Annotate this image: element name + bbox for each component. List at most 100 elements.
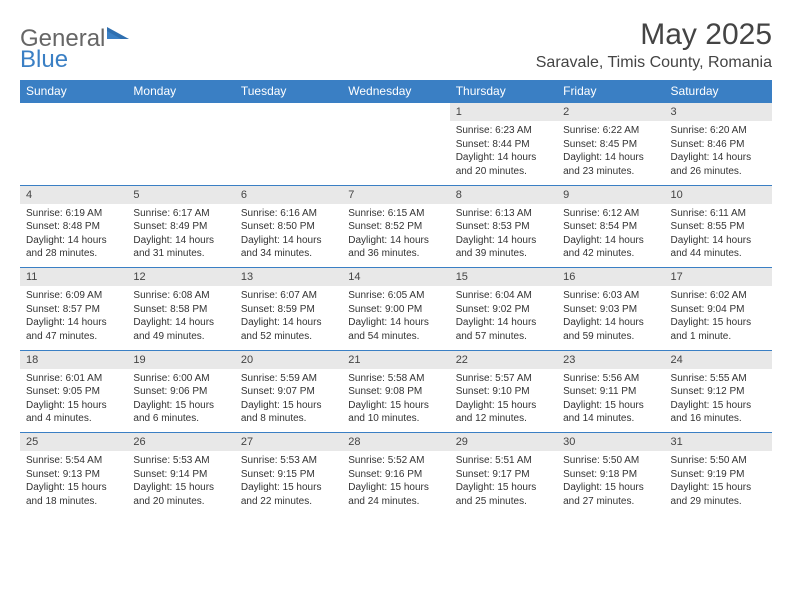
sunset-line: Sunset: 9:05 PM [26, 385, 121, 399]
daylight-line: Daylight: 14 hours and 52 minutes. [241, 316, 336, 343]
day-info-cell: Sunrise: 6:01 AMSunset: 9:05 PMDaylight:… [20, 369, 127, 433]
day-number-cell: 1 [450, 103, 557, 122]
daylight-line: Daylight: 14 hours and 34 minutes. [241, 234, 336, 261]
sunrise-line: Sunrise: 6:13 AM [456, 207, 551, 221]
dayhead-sun: Sunday [20, 80, 127, 103]
daylight-line: Daylight: 14 hours and 42 minutes. [563, 234, 658, 261]
sunset-line: Sunset: 9:16 PM [348, 468, 443, 482]
daylight-line: Daylight: 14 hours and 47 minutes. [26, 316, 121, 343]
day-info-cell: Sunrise: 6:05 AMSunset: 9:00 PMDaylight:… [342, 286, 449, 350]
day-info-cell: Sunrise: 5:59 AMSunset: 9:07 PMDaylight:… [235, 369, 342, 433]
day-info-cell: Sunrise: 5:57 AMSunset: 9:10 PMDaylight:… [450, 369, 557, 433]
dayhead-tue: Tuesday [235, 80, 342, 103]
sunrise-line: Sunrise: 6:01 AM [26, 372, 121, 386]
day-number-cell: 28 [342, 433, 449, 452]
day-number-cell: 14 [342, 268, 449, 287]
logo-text-blue: Blue [20, 46, 68, 74]
day-number-cell: 13 [235, 268, 342, 287]
sunrise-line: Sunrise: 5:52 AM [348, 454, 443, 468]
day-number-cell: 3 [665, 103, 772, 122]
header: General May 2025 Saravale, Timis County,… [20, 18, 772, 72]
sunset-line: Sunset: 8:44 PM [456, 138, 551, 152]
daylight-line: Daylight: 14 hours and 31 minutes. [133, 234, 228, 261]
daylight-line: Daylight: 15 hours and 4 minutes. [26, 399, 121, 426]
date-number-row: 45678910 [20, 185, 772, 204]
day-info-cell: Sunrise: 6:03 AMSunset: 9:03 PMDaylight:… [557, 286, 664, 350]
day-number-cell: 4 [20, 185, 127, 204]
date-number-row: 25262728293031 [20, 433, 772, 452]
daylight-line: Daylight: 15 hours and 27 minutes. [563, 481, 658, 508]
day-number-cell: 26 [127, 433, 234, 452]
day-info-cell: Sunrise: 5:56 AMSunset: 9:11 PMDaylight:… [557, 369, 664, 433]
day-number-cell [127, 103, 234, 122]
sunrise-line: Sunrise: 5:57 AM [456, 372, 551, 386]
sunset-line: Sunset: 9:04 PM [671, 303, 766, 317]
sunset-line: Sunset: 9:03 PM [563, 303, 658, 317]
day-number-cell: 29 [450, 433, 557, 452]
day-number-cell: 20 [235, 350, 342, 369]
sunrise-line: Sunrise: 5:53 AM [133, 454, 228, 468]
date-number-row: 18192021222324 [20, 350, 772, 369]
daylight-line: Daylight: 14 hours and 54 minutes. [348, 316, 443, 343]
dayhead-mon: Monday [127, 80, 234, 103]
daylight-line: Daylight: 14 hours and 20 minutes. [456, 151, 551, 178]
sunset-line: Sunset: 8:48 PM [26, 220, 121, 234]
daylight-line: Daylight: 15 hours and 16 minutes. [671, 399, 766, 426]
day-number-cell: 8 [450, 185, 557, 204]
day-number-cell: 10 [665, 185, 772, 204]
day-info-cell: Sunrise: 5:52 AMSunset: 9:16 PMDaylight:… [342, 451, 449, 515]
sunrise-line: Sunrise: 5:51 AM [456, 454, 551, 468]
daylight-line: Daylight: 14 hours and 28 minutes. [26, 234, 121, 261]
day-number-cell: 21 [342, 350, 449, 369]
sunset-line: Sunset: 8:55 PM [671, 220, 766, 234]
daylight-line: Daylight: 14 hours and 44 minutes. [671, 234, 766, 261]
sunrise-line: Sunrise: 6:12 AM [563, 207, 658, 221]
daylight-line: Daylight: 14 hours and 26 minutes. [671, 151, 766, 178]
day-info-cell: Sunrise: 6:22 AMSunset: 8:45 PMDaylight:… [557, 121, 664, 185]
sunset-line: Sunset: 9:07 PM [241, 385, 336, 399]
day-info-cell [127, 121, 234, 185]
day-info-cell: Sunrise: 6:08 AMSunset: 8:58 PMDaylight:… [127, 286, 234, 350]
sunrise-line: Sunrise: 6:20 AM [671, 124, 766, 138]
sunset-line: Sunset: 9:06 PM [133, 385, 228, 399]
daylight-line: Daylight: 15 hours and 29 minutes. [671, 481, 766, 508]
daylight-line: Daylight: 14 hours and 59 minutes. [563, 316, 658, 343]
sunset-line: Sunset: 9:15 PM [241, 468, 336, 482]
date-info-row: Sunrise: 6:19 AMSunset: 8:48 PMDaylight:… [20, 204, 772, 268]
dayhead-thu: Thursday [450, 80, 557, 103]
day-info-cell: Sunrise: 6:02 AMSunset: 9:04 PMDaylight:… [665, 286, 772, 350]
day-info-cell [235, 121, 342, 185]
daylight-line: Daylight: 14 hours and 49 minutes. [133, 316, 228, 343]
sunrise-line: Sunrise: 6:17 AM [133, 207, 228, 221]
date-info-row: Sunrise: 6:09 AMSunset: 8:57 PMDaylight:… [20, 286, 772, 350]
sunrise-line: Sunrise: 6:08 AM [133, 289, 228, 303]
day-number-cell: 17 [665, 268, 772, 287]
day-number-cell: 15 [450, 268, 557, 287]
daylight-line: Daylight: 14 hours and 36 minutes. [348, 234, 443, 261]
calendar-table: Sunday Monday Tuesday Wednesday Thursday… [20, 80, 772, 515]
day-header-row: Sunday Monday Tuesday Wednesday Thursday… [20, 80, 772, 103]
month-title: May 2025 [536, 18, 772, 52]
sunrise-line: Sunrise: 5:50 AM [563, 454, 658, 468]
daylight-line: Daylight: 15 hours and 18 minutes. [26, 481, 121, 508]
sunrise-line: Sunrise: 5:55 AM [671, 372, 766, 386]
day-info-cell: Sunrise: 5:51 AMSunset: 9:17 PMDaylight:… [450, 451, 557, 515]
day-info-cell: Sunrise: 5:50 AMSunset: 9:19 PMDaylight:… [665, 451, 772, 515]
sunset-line: Sunset: 8:50 PM [241, 220, 336, 234]
daylight-line: Daylight: 14 hours and 39 minutes. [456, 234, 551, 261]
day-info-cell: Sunrise: 5:50 AMSunset: 9:18 PMDaylight:… [557, 451, 664, 515]
sunrise-line: Sunrise: 6:05 AM [348, 289, 443, 303]
daylight-line: Daylight: 14 hours and 23 minutes. [563, 151, 658, 178]
sunset-line: Sunset: 9:13 PM [26, 468, 121, 482]
daylight-line: Daylight: 15 hours and 25 minutes. [456, 481, 551, 508]
daylight-line: Daylight: 15 hours and 8 minutes. [241, 399, 336, 426]
day-info-cell: Sunrise: 6:17 AMSunset: 8:49 PMDaylight:… [127, 204, 234, 268]
day-info-cell: Sunrise: 6:23 AMSunset: 8:44 PMDaylight:… [450, 121, 557, 185]
daylight-line: Daylight: 15 hours and 1 minute. [671, 316, 766, 343]
daylight-line: Daylight: 15 hours and 6 minutes. [133, 399, 228, 426]
day-number-cell: 30 [557, 433, 664, 452]
date-info-row: Sunrise: 6:23 AMSunset: 8:44 PMDaylight:… [20, 121, 772, 185]
sunrise-line: Sunrise: 5:56 AM [563, 372, 658, 386]
day-number-cell: 16 [557, 268, 664, 287]
day-info-cell: Sunrise: 6:09 AMSunset: 8:57 PMDaylight:… [20, 286, 127, 350]
